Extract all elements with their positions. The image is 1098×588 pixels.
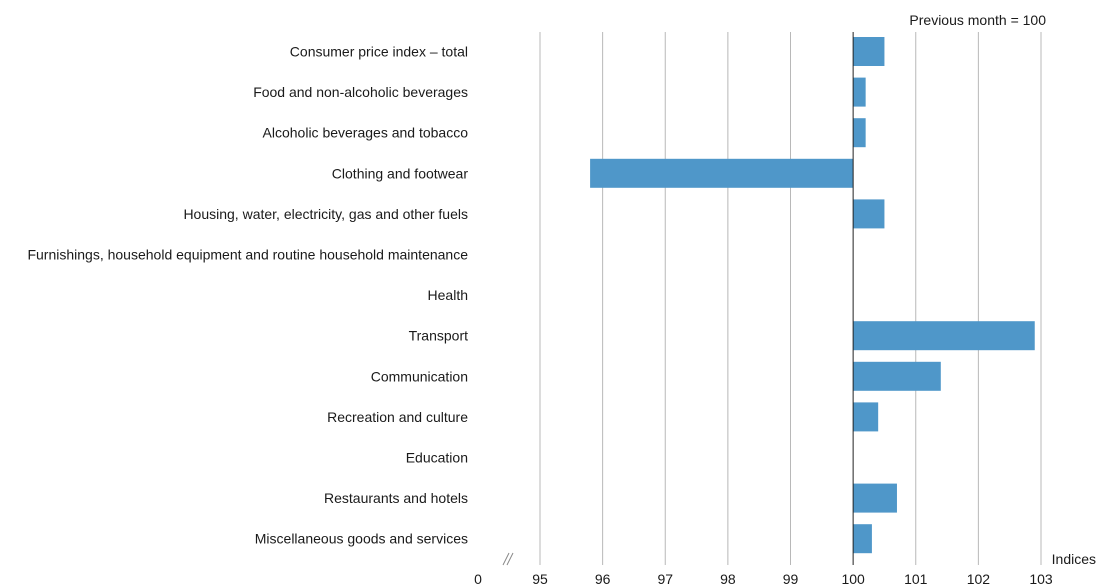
x-tick-label: 99 (783, 571, 799, 587)
category-label: Restaurants and hotels (324, 490, 468, 506)
bars (590, 37, 1035, 554)
unit-note: Previous month = 100 (909, 12, 1046, 28)
category-label: Alcoholic beverages and tobacco (263, 125, 469, 141)
x-tick-label: 102 (967, 571, 991, 587)
grid-lines (539, 32, 1042, 565)
x-axis-label: Indices (1052, 551, 1096, 567)
x-tick-label: 98 (720, 571, 736, 587)
x-tick-label: 103 (1029, 571, 1053, 587)
category-label: Miscellaneous goods and services (255, 531, 468, 547)
category-label: Furnishings, household equipment and rou… (27, 247, 468, 263)
bar (853, 118, 866, 148)
category-label: Transport (409, 328, 469, 344)
x-axis-ticks: 95 96 97 98 99 100 101 102 103 (532, 571, 1053, 587)
bar (853, 483, 897, 513)
category-label: Consumer price index – total (290, 44, 468, 60)
bar (853, 77, 866, 107)
x-axis-start-label: 0 (474, 571, 482, 587)
bar (853, 37, 885, 66)
category-label: Education (406, 450, 468, 466)
bar (853, 361, 941, 391)
bar (853, 402, 879, 432)
bar (853, 199, 885, 229)
category-labels: Consumer price index – total Food and non… (27, 44, 468, 547)
bar (853, 321, 1035, 351)
category-label: Communication (371, 368, 468, 384)
x-tick-label: 101 (904, 571, 928, 587)
category-label: Clothing and footwear (332, 165, 469, 181)
x-tick-label: 100 (841, 571, 865, 587)
x-tick-label: 95 (532, 571, 548, 587)
bar (853, 524, 872, 554)
axis-break (502, 552, 514, 566)
bar (590, 158, 854, 188)
x-tick-label: 96 (595, 571, 611, 587)
category-label: Food and non-alcoholic beverages (253, 84, 468, 100)
category-label: Health (428, 287, 468, 303)
x-tick-label: 97 (657, 571, 673, 587)
category-label: Housing, water, electricity, gas and oth… (183, 206, 468, 222)
category-label: Recreation and culture (327, 409, 468, 425)
